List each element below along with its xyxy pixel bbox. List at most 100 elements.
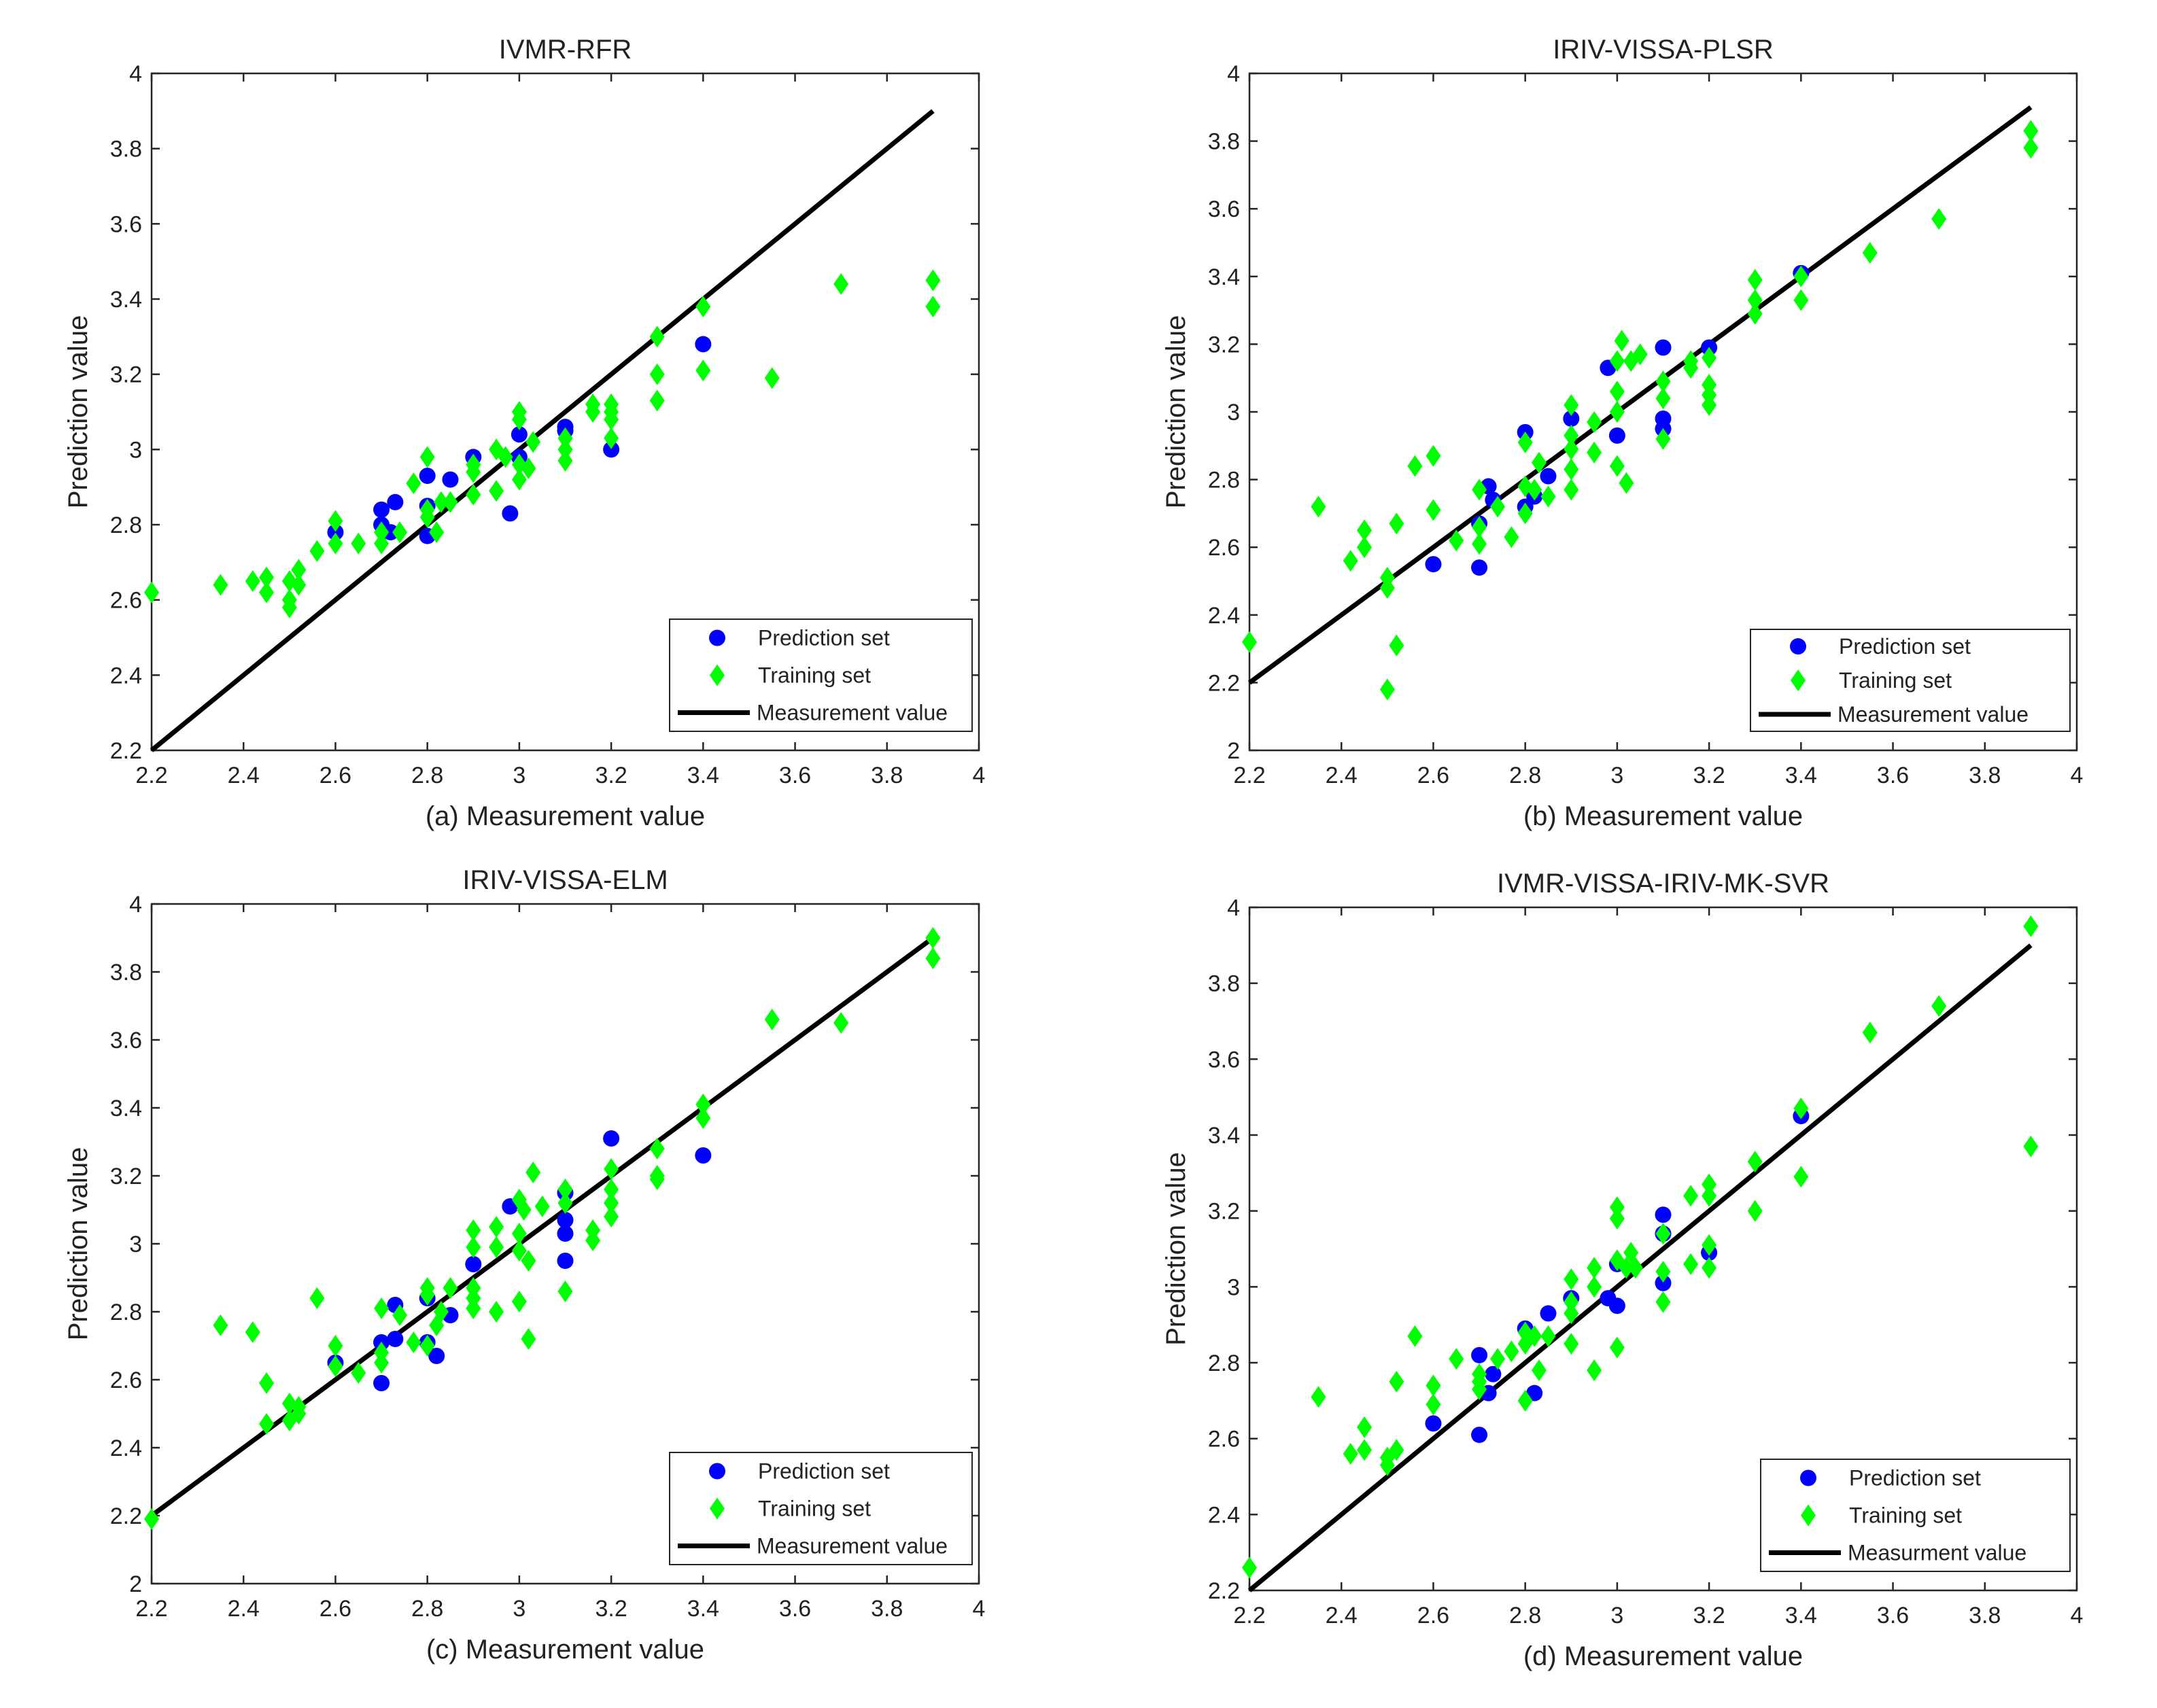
training-point xyxy=(1655,1223,1671,1245)
prediction-point xyxy=(1540,1305,1557,1322)
prediction-point xyxy=(1425,556,1442,573)
x-axis-label: (d) Measurement value xyxy=(1523,1641,1803,1671)
training-point xyxy=(1527,478,1542,501)
y-tick-label: 2.2 xyxy=(110,1503,142,1529)
legend-marker-prediction xyxy=(709,1463,725,1480)
x-tick-label: 3.2 xyxy=(595,1596,627,1622)
training-point xyxy=(466,1219,481,1241)
y-tick-label: 3.2 xyxy=(1208,1199,1240,1225)
training-point xyxy=(1619,472,1634,494)
legend-marker-training xyxy=(710,1497,725,1520)
prediction-point xyxy=(1471,1427,1488,1444)
training-point xyxy=(1357,536,1373,559)
training-point xyxy=(557,438,573,461)
y-tick-label: 3.6 xyxy=(1208,1047,1240,1073)
training-point xyxy=(649,326,665,348)
training-point xyxy=(1632,343,1648,366)
training-point xyxy=(245,570,260,592)
training-point xyxy=(328,510,343,532)
training-point xyxy=(328,1355,343,1377)
y-tick-label: 4 xyxy=(1227,895,1240,921)
training-point xyxy=(604,1192,619,1214)
training-point xyxy=(1702,1234,1717,1256)
y-tick-label: 3.2 xyxy=(110,362,142,388)
y-tick-label: 3 xyxy=(1227,400,1240,425)
y-tick-label: 2 xyxy=(1227,738,1240,764)
training-point xyxy=(1609,455,1625,477)
training-point xyxy=(585,1230,601,1251)
training-point xyxy=(466,1236,481,1258)
y-tick-label: 3.8 xyxy=(110,137,142,162)
training-point xyxy=(374,521,390,544)
training-point xyxy=(1407,1325,1423,1347)
training-point xyxy=(1472,516,1487,538)
prediction-point xyxy=(695,336,712,353)
training-point xyxy=(489,1236,504,1258)
training-point xyxy=(351,532,366,555)
training-point xyxy=(1564,478,1579,501)
training-point xyxy=(1531,1359,1547,1382)
y-tick-label: 2.6 xyxy=(1208,535,1240,561)
y-tick-label: 4 xyxy=(1227,61,1240,87)
training-point xyxy=(392,1304,408,1326)
training-point xyxy=(406,472,421,495)
x-tick-label: 3.2 xyxy=(1693,1603,1725,1628)
x-tick-label: 2.2 xyxy=(135,763,167,788)
prediction-point xyxy=(419,468,436,485)
training-point xyxy=(1747,1200,1763,1222)
prediction-point xyxy=(603,1130,620,1147)
y-axis-label: Prediction value xyxy=(63,315,93,509)
legend-label-prediction: Prediction set xyxy=(758,1459,890,1484)
prediction-point xyxy=(695,1147,712,1164)
training-point xyxy=(374,1297,390,1319)
x-tick-label: 3.6 xyxy=(779,763,811,788)
training-point xyxy=(245,1321,260,1343)
training-point xyxy=(1504,526,1519,548)
training-point xyxy=(433,1301,449,1323)
training-point xyxy=(1540,1325,1556,1347)
chart-title: IVMR-VISSA-IRIV-MK-SVR xyxy=(1497,869,1829,899)
training-point xyxy=(1504,1340,1519,1363)
training-point xyxy=(351,1362,366,1384)
training-point xyxy=(1609,1207,1625,1230)
y-tick-label: 3.6 xyxy=(110,1028,142,1053)
training-point xyxy=(1357,519,1373,542)
training-series xyxy=(1242,915,2039,1579)
training-point xyxy=(1655,387,1671,410)
training-point xyxy=(1587,1276,1602,1298)
training-point xyxy=(1311,1386,1326,1408)
prediction-point xyxy=(382,524,399,541)
training-point xyxy=(925,296,941,318)
training-point xyxy=(1623,1242,1639,1264)
x-tick-label: 3.4 xyxy=(687,763,719,788)
x-tick-label: 3.8 xyxy=(871,763,903,788)
y-tick-label: 3.8 xyxy=(110,960,142,986)
training-point xyxy=(1564,1302,1579,1325)
measurement-line xyxy=(1247,105,2033,685)
x-tick-label: 3.2 xyxy=(595,763,627,788)
training-point xyxy=(1702,347,1717,369)
x-tick-label: 3.6 xyxy=(1877,1603,1909,1628)
training-point xyxy=(144,581,159,604)
training-point xyxy=(259,1413,275,1435)
training-point xyxy=(259,566,275,589)
training-point xyxy=(1517,1389,1533,1412)
training-point xyxy=(466,1287,481,1309)
y-tick-label: 3.6 xyxy=(110,211,142,237)
training-point xyxy=(1426,1393,1441,1416)
legend-label-prediction: Prediction set xyxy=(1849,1466,1981,1491)
training-point xyxy=(392,521,408,544)
y-tick-label: 2.2 xyxy=(110,738,142,764)
training-point xyxy=(1472,1378,1487,1401)
training-point xyxy=(1931,208,1947,230)
training-point xyxy=(521,1250,536,1272)
y-tick-label: 2.8 xyxy=(1208,468,1240,493)
training-point xyxy=(1357,1439,1373,1461)
x-tick-label: 2.8 xyxy=(1509,1603,1541,1628)
training-point xyxy=(695,1094,711,1115)
training-point xyxy=(1311,495,1326,518)
training-point xyxy=(1793,289,1809,311)
training-point xyxy=(511,408,527,431)
training-point xyxy=(1702,1257,1717,1279)
